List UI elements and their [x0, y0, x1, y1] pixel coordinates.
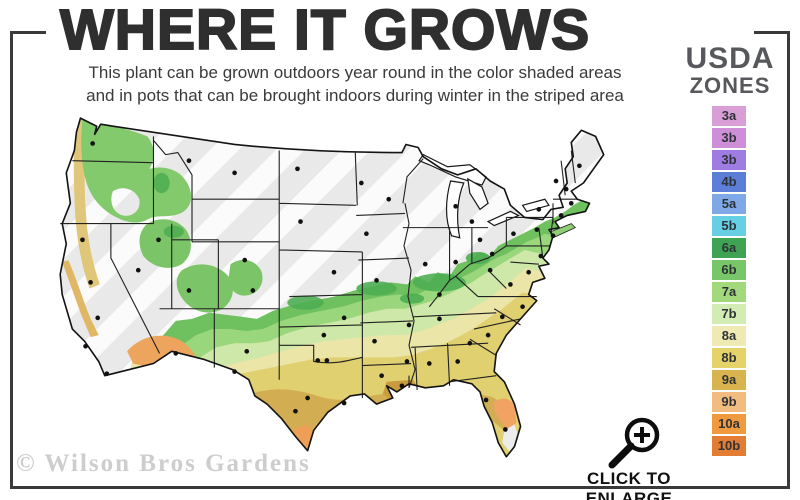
legend-zone-chip: 10a	[712, 414, 746, 434]
legend-zone-chip: 3b	[712, 128, 746, 148]
legend-title: USDA ZONES	[684, 44, 776, 98]
legend-zone-chip: 6b	[712, 260, 746, 280]
legend-zone-chip: 10b	[712, 436, 746, 456]
click-to-enlarge-label[interactable]: CLICK TO ENLARGE	[585, 469, 673, 500]
legend-zone-chip: 8b	[712, 348, 746, 368]
legend-zone-chip: 7b	[712, 304, 746, 324]
subtitle-line-1: This plant can be grown outdoors year ro…	[88, 63, 622, 82]
legend-zone-chip: 9a	[712, 370, 746, 390]
magnifier-icon[interactable]	[598, 410, 670, 472]
usda-zone-legend: 3a 3b 3b 4b 5a 5b 6a 6b 7a 7b 8a 8b 9a 9…	[712, 106, 746, 456]
legend-zone-chip: 5a	[712, 194, 746, 214]
legend-zone-chip: 3a	[712, 106, 746, 126]
legend-zone-chip: 8a	[712, 326, 746, 346]
title-border-gap	[46, 24, 754, 38]
legend-zone-chip: 3b	[712, 150, 746, 170]
state-borders	[60, 136, 578, 398]
watermark: © Wilson Bros Gardens	[16, 450, 311, 477]
city-dots	[80, 141, 582, 432]
legend-zone-chip: 5b	[712, 216, 746, 236]
legend-title-zones: ZONES	[689, 73, 771, 98]
subtitle-line-2: and in pots that can be brought indoors …	[86, 85, 624, 105]
legend-zone-chip: 9b	[712, 392, 746, 412]
legend-title-usda: USDA	[685, 42, 775, 75]
legend-zone-chip: 4b	[712, 172, 746, 192]
legend-zone-chip: 6a	[712, 238, 746, 258]
us-zone-map[interactable]	[52, 110, 620, 471]
subtitle: This plant can be grown outdoors year ro…	[30, 62, 680, 108]
legend-zone-chip: 7a	[712, 282, 746, 302]
great-lakes	[418, 153, 550, 239]
us-outline	[59, 117, 605, 458]
page-title: WHERE IT GROWS	[59, 0, 591, 62]
